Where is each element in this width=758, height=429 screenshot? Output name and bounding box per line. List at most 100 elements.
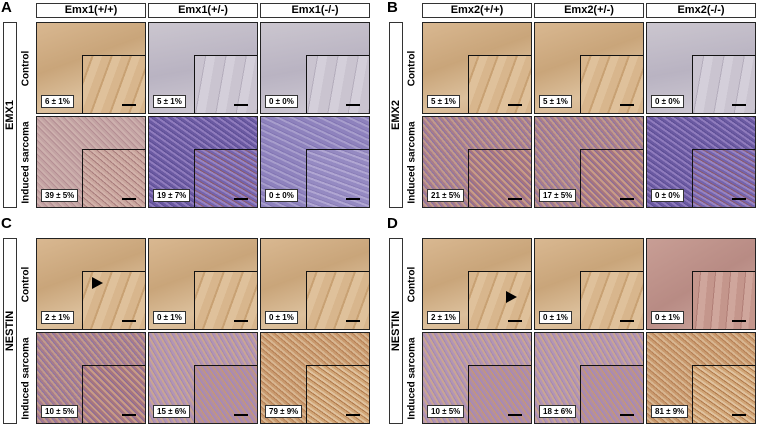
scale-bar-icon <box>620 104 634 106</box>
percentage-label: 0 ± 1% <box>539 311 572 324</box>
percentage-label: 21 ± 5% <box>427 189 465 202</box>
micrograph-cell: 19 ± 7% <box>148 116 258 208</box>
percentage-label: 0 ± 0% <box>265 189 298 202</box>
micrograph-cell: 81 ± 9% <box>646 332 756 424</box>
micrograph-cell: 5 ± 1% <box>534 22 644 114</box>
percentage-label: 5 ± 1% <box>153 95 186 108</box>
percentage-label: 2 ± 1% <box>41 311 74 324</box>
micrograph-inset <box>194 365 257 423</box>
scale-bar-icon <box>122 198 136 200</box>
row-label-text: Control <box>20 266 32 302</box>
marker-label-box: EMX1 <box>3 22 17 208</box>
column-header: Emx2(+/+) <box>422 3 532 18</box>
percentage-label: 17 ± 5% <box>539 189 577 202</box>
micrograph-inset <box>468 365 531 423</box>
micrograph-cell: 15 ± 6% <box>148 332 258 424</box>
micrograph-cell: 6 ± 1% <box>36 22 146 114</box>
marker-label-box: NESTIN <box>3 238 17 424</box>
micrograph-inset <box>580 365 643 423</box>
marker-label-box: EMX2 <box>389 22 403 208</box>
micrograph-inset <box>580 149 643 207</box>
row-label-control: Control <box>19 22 33 114</box>
row-label-sarcoma: Induced sarcoma <box>405 116 419 208</box>
micrograph-inset <box>194 271 257 329</box>
row-label-sarcoma: Induced sarcoma <box>19 116 33 208</box>
percentage-label: 0 ± 0% <box>265 95 298 108</box>
column-header: Emx1(+/-) <box>148 3 258 18</box>
scale-bar-icon <box>732 320 746 322</box>
micrograph-cell: 0 ± 0% <box>646 22 756 114</box>
percentage-label: 10 ± 5% <box>41 405 79 418</box>
micrograph-inset <box>468 55 531 113</box>
marker-label: EMX1 <box>4 100 16 130</box>
scale-bar-icon <box>346 198 360 200</box>
row-label-text: Induced sarcoma <box>406 336 418 420</box>
panel-label: D <box>387 215 398 232</box>
micrograph-grid: 5 ± 1% 5 ± 1% 0 ± 0% 21 ± 5% 17 ± 5% 0 ±… <box>422 22 756 208</box>
scale-bar-icon <box>346 414 360 416</box>
scale-bar-icon <box>234 104 248 106</box>
micrograph-inset <box>306 271 369 329</box>
scale-bar-icon <box>508 414 522 416</box>
scale-bar-icon <box>508 104 522 106</box>
marker-label-box: NESTIN <box>389 238 403 424</box>
panel-a: A Emx1(+/+) Emx1(+/-) Emx1(-/-) EMX1 Con… <box>0 0 372 212</box>
panel-c: C NESTIN Control Induced sarcoma 2 ± 1% … <box>0 216 372 428</box>
row-label-control: Control <box>405 22 419 114</box>
percentage-label: 18 ± 6% <box>539 405 577 418</box>
scale-bar-icon <box>620 198 634 200</box>
panel-label: A <box>1 0 12 16</box>
micrograph-inset <box>692 365 755 423</box>
scale-bar-icon <box>122 320 136 322</box>
micrograph-grid: 6 ± 1% 5 ± 1% 0 ± 0% 39 ± 5% 19 ± 7% 0 ±… <box>36 22 370 208</box>
percentage-label: 15 ± 6% <box>153 405 191 418</box>
micrograph-inset <box>194 149 257 207</box>
percentage-label: 0 ± 0% <box>651 95 684 108</box>
micrograph-cell: 79 ± 9% <box>260 332 370 424</box>
micrograph-cell: 2 ± 1% <box>422 238 532 330</box>
arrowhead-icon <box>92 277 103 289</box>
panel-d: D NESTIN Control Induced sarcoma 2 ± 1% … <box>386 216 758 428</box>
micrograph-cell: 21 ± 5% <box>422 116 532 208</box>
micrograph-cell: 0 ± 0% <box>260 22 370 114</box>
micrograph-inset <box>468 271 531 329</box>
micrograph-cell: 0 ± 1% <box>148 238 258 330</box>
row-label-sarcoma: Induced sarcoma <box>19 332 33 424</box>
micrograph-cell: 5 ± 1% <box>148 22 258 114</box>
scale-bar-icon <box>732 104 746 106</box>
scale-bar-icon <box>620 414 634 416</box>
row-label-text: Control <box>406 266 418 302</box>
micrograph-cell: 0 ± 1% <box>534 238 644 330</box>
scale-bar-icon <box>732 198 746 200</box>
percentage-label: 6 ± 1% <box>41 95 74 108</box>
percentage-label: 39 ± 5% <box>41 189 79 202</box>
micrograph-cell: 18 ± 6% <box>534 332 644 424</box>
micrograph-cell: 0 ± 1% <box>260 238 370 330</box>
micrograph-inset <box>692 149 755 207</box>
row-label-text: Induced sarcoma <box>20 120 32 204</box>
percentage-label: 0 ± 1% <box>265 311 298 324</box>
marker-label: EMX2 <box>390 100 402 130</box>
percentage-label: 10 ± 5% <box>427 405 465 418</box>
column-header: Emx1(-/-) <box>260 3 370 18</box>
scale-bar-icon <box>508 198 522 200</box>
row-label-control: Control <box>405 238 419 330</box>
row-label-control: Control <box>19 238 33 330</box>
percentage-label: 81 ± 9% <box>651 405 689 418</box>
scale-bar-icon <box>346 320 360 322</box>
micrograph-inset <box>306 55 369 113</box>
percentage-label: 5 ± 1% <box>427 95 460 108</box>
percentage-label: 79 ± 9% <box>265 405 303 418</box>
micrograph-cell: 5 ± 1% <box>422 22 532 114</box>
panel-label: C <box>1 215 12 232</box>
marker-label: NESTIN <box>390 310 402 352</box>
scale-bar-icon <box>620 320 634 322</box>
scale-bar-icon <box>122 414 136 416</box>
micrograph-cell: 0 ± 1% <box>646 238 756 330</box>
column-headers: Emx2(+/+) Emx2(+/-) Emx2(-/-) <box>422 3 756 18</box>
micrograph-inset <box>580 55 643 113</box>
micrograph-grid: 2 ± 1% 0 ± 1% 0 ± 1% 10 ± 5% 18 ± 6% 81 … <box>422 238 756 424</box>
row-label-text: Induced sarcoma <box>20 336 32 420</box>
panel-b: B Emx2(+/+) Emx2(+/-) Emx2(-/-) EMX2 Con… <box>386 0 758 212</box>
micrograph-inset <box>692 271 755 329</box>
